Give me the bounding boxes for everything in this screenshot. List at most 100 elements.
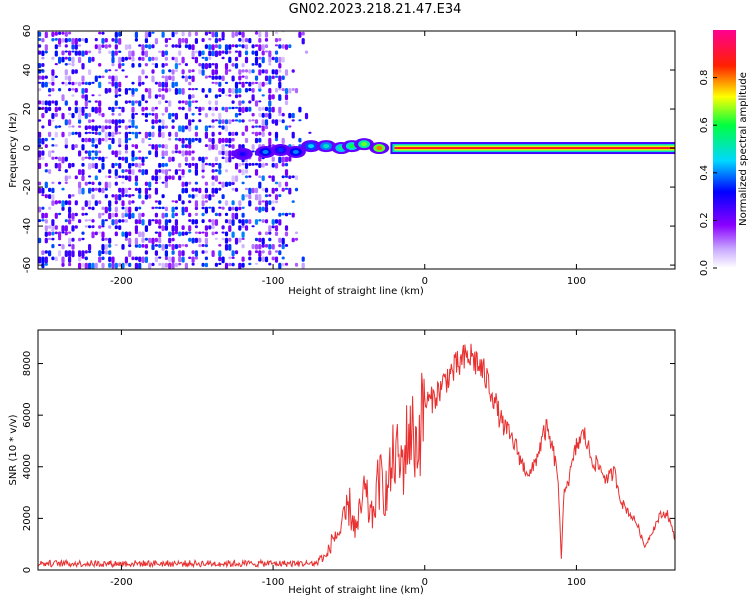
spectrogram-tone-track bbox=[232, 138, 675, 160]
noise-cell bbox=[148, 187, 152, 191]
noise-cell bbox=[111, 106, 115, 113]
noise-cell bbox=[38, 38, 42, 41]
noise-cell bbox=[274, 187, 279, 192]
noise-cell bbox=[144, 237, 148, 241]
noise-cell bbox=[164, 125, 168, 129]
noise-cell bbox=[278, 56, 282, 63]
noise-cell bbox=[74, 225, 78, 229]
noise-cell bbox=[251, 225, 255, 228]
noise-cell bbox=[154, 244, 158, 247]
noise-cell bbox=[44, 144, 48, 148]
noise-cell bbox=[194, 250, 198, 257]
noise-cell bbox=[271, 256, 275, 261]
noise-cell bbox=[221, 181, 225, 188]
noise-cell bbox=[51, 225, 55, 232]
noise-cell bbox=[164, 175, 168, 182]
noise-cell bbox=[264, 125, 269, 130]
noise-cell bbox=[154, 81, 158, 85]
noise-cell bbox=[161, 125, 165, 129]
colorbar-label: Normalized spectral amplitude bbox=[738, 72, 749, 226]
noise-cell bbox=[194, 162, 198, 170]
noise-cell bbox=[91, 194, 95, 200]
noise-cell bbox=[118, 225, 122, 230]
noise-cell bbox=[131, 150, 135, 158]
noise-cell bbox=[151, 262, 155, 267]
noise-cell bbox=[154, 219, 158, 224]
noise-cell bbox=[64, 44, 68, 48]
noise-cell bbox=[271, 119, 275, 124]
noise-cell bbox=[101, 231, 105, 238]
noise-cell bbox=[71, 225, 75, 232]
noise-cell bbox=[64, 31, 68, 37]
noise-cell bbox=[168, 237, 172, 244]
noise-cell bbox=[248, 88, 252, 92]
noise-cell bbox=[278, 219, 282, 226]
noise-cell bbox=[304, 112, 309, 120]
noise-cell bbox=[98, 81, 102, 89]
noise-cell bbox=[261, 237, 265, 245]
noise-cell bbox=[284, 262, 289, 266]
noise-cell bbox=[124, 262, 128, 266]
noise-cell bbox=[158, 244, 162, 248]
noise-cell bbox=[54, 200, 58, 205]
noise-cell bbox=[78, 112, 82, 120]
noise-cell bbox=[201, 175, 205, 179]
noise-cell bbox=[128, 194, 132, 198]
noise-cell bbox=[184, 38, 188, 44]
noise-cell bbox=[284, 156, 289, 163]
noise-cell bbox=[241, 206, 245, 209]
noise-cell bbox=[168, 137, 172, 141]
noise-cell bbox=[231, 31, 235, 38]
noise-cell bbox=[248, 175, 252, 178]
noise-cell bbox=[91, 131, 95, 135]
noise-cell bbox=[111, 162, 115, 169]
noise-cell bbox=[182, 26, 185, 31]
noise-cell bbox=[184, 144, 188, 149]
noise-cell bbox=[258, 219, 262, 222]
noise-cell bbox=[224, 244, 229, 251]
noise-cell bbox=[58, 181, 62, 185]
noise-cell bbox=[224, 169, 229, 173]
noise-cell bbox=[308, 131, 312, 134]
noise-cell bbox=[224, 219, 229, 224]
tone-blob-core bbox=[361, 142, 368, 147]
noise-cell bbox=[121, 187, 125, 195]
noise-cell bbox=[61, 256, 65, 264]
noise-cell bbox=[278, 194, 282, 198]
noise-cell bbox=[118, 262, 122, 267]
noise-cell bbox=[208, 225, 212, 230]
noise-cell bbox=[44, 162, 48, 167]
noise-cell bbox=[281, 162, 285, 167]
noise-cell bbox=[248, 250, 252, 256]
noise-cell bbox=[305, 26, 308, 31]
noise-cell bbox=[191, 162, 195, 166]
noise-cell bbox=[281, 256, 285, 260]
noise-cell bbox=[204, 194, 208, 199]
noise-cell bbox=[188, 106, 192, 112]
noise-cell bbox=[188, 144, 192, 149]
noise-cell bbox=[288, 112, 292, 119]
noise-cell bbox=[171, 175, 175, 180]
noise-cell bbox=[128, 231, 132, 237]
noise-cell bbox=[94, 150, 98, 156]
noise-cell bbox=[158, 219, 162, 225]
noise-cell bbox=[281, 56, 285, 63]
noise-cell bbox=[118, 94, 122, 97]
noise-cell bbox=[128, 119, 132, 123]
noise-cell bbox=[214, 187, 218, 194]
noise-cell bbox=[158, 94, 162, 98]
noise-cell bbox=[84, 50, 88, 56]
noise-cell bbox=[188, 150, 192, 156]
noise-cell bbox=[101, 75, 105, 79]
noise-cell bbox=[181, 100, 185, 104]
noise-cell bbox=[61, 94, 65, 102]
noise-cell bbox=[148, 44, 152, 50]
noise-cell bbox=[38, 156, 42, 161]
noise-cell bbox=[168, 38, 172, 41]
noise-cell bbox=[168, 88, 172, 92]
noise-cell bbox=[134, 112, 138, 115]
noise-cell bbox=[218, 94, 222, 98]
noise-cell bbox=[188, 181, 192, 185]
noise-cell bbox=[111, 137, 115, 144]
noise-cell bbox=[91, 187, 95, 192]
